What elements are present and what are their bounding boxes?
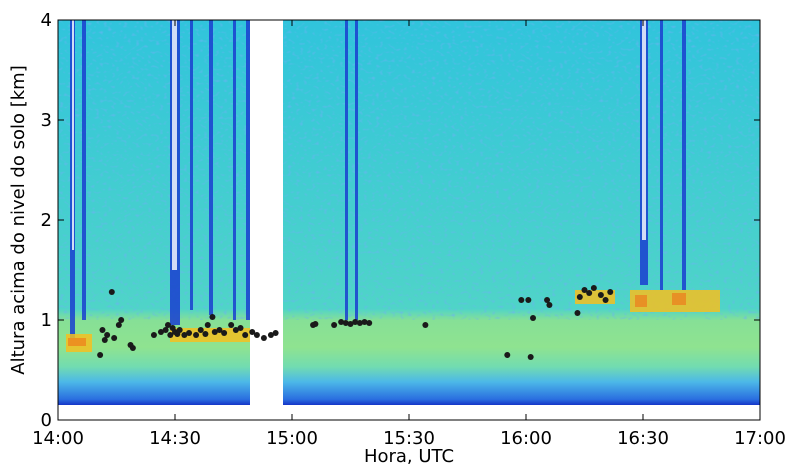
- x-tick-label: 16:00: [500, 428, 552, 449]
- cloud-base-point: [272, 330, 279, 336]
- x-tick-label: 16:30: [617, 428, 669, 449]
- cloud-base-point: [99, 327, 106, 333]
- cloud-base-point: [504, 352, 511, 358]
- cloud-base-point: [366, 320, 373, 326]
- cloud-base-point: [331, 322, 338, 328]
- cloud-base-point: [347, 321, 354, 327]
- cloud-base-point: [150, 332, 157, 338]
- cloud-base-point: [342, 320, 349, 326]
- backscatter-field: [58, 20, 760, 405]
- cloud-base-point: [228, 322, 235, 328]
- cloud-base-point: [97, 352, 104, 358]
- cloud-base-point: [232, 327, 239, 333]
- y-tick-label: 0: [41, 410, 52, 431]
- cloud-base-point: [118, 317, 125, 323]
- cloud-base-point: [115, 322, 122, 328]
- x-tick-label: 14:00: [32, 428, 84, 449]
- cloud-base-point: [544, 297, 551, 303]
- x-tick-label: 15:00: [266, 428, 318, 449]
- cloud-base-point: [607, 289, 614, 295]
- y-tick-label: 4: [41, 10, 52, 31]
- cloud-base-point: [181, 332, 188, 338]
- cloud-base-point: [249, 329, 256, 335]
- cloud-base-point: [586, 290, 593, 296]
- x-axis-label: Hora, UTC: [364, 446, 454, 467]
- cloud-base-point: [186, 330, 193, 336]
- cloud-base-point: [204, 322, 211, 328]
- y-tick-label: 2: [41, 210, 52, 231]
- cloud-base-point: [167, 332, 174, 338]
- cloud-base-point: [193, 332, 200, 338]
- cloud-base-point: [209, 314, 216, 320]
- x-tick-label: 17:00: [734, 428, 786, 449]
- cloud-base-point: [176, 327, 183, 333]
- cloud-base-point: [211, 329, 218, 335]
- cloud-base-point: [104, 332, 111, 338]
- cloud-base-point: [422, 322, 429, 328]
- y-axis-label: Altura acima do nivel do solo [km]: [8, 65, 29, 374]
- cloud-base-point: [590, 285, 597, 291]
- cloud-base-point: [352, 319, 359, 325]
- cloud-base-point: [237, 325, 244, 331]
- cloud-base-point: [597, 292, 604, 298]
- cloud-base-point: [602, 297, 609, 303]
- cloud-base-point: [260, 335, 267, 341]
- cloud-base-point: [162, 327, 169, 333]
- cloud-base-point: [111, 335, 118, 341]
- cloud-base-point: [267, 332, 274, 338]
- cloud-base-point: [338, 319, 345, 325]
- cloud-base-point: [576, 294, 583, 300]
- cloud-base-point: [581, 287, 588, 293]
- cloud-base-point: [546, 302, 553, 308]
- cloud-base-point: [574, 310, 581, 316]
- y-tick-label: 3: [41, 110, 52, 131]
- cloud-base-point: [197, 327, 204, 333]
- cloud-base-point: [518, 297, 525, 303]
- cloud-base-point: [356, 320, 363, 326]
- cloud-base-point: [312, 321, 319, 327]
- cloud-base-point: [527, 354, 534, 360]
- cloud-base-point: [242, 332, 249, 338]
- cloud-base-point: [253, 332, 260, 338]
- cloud-base-point: [108, 289, 115, 295]
- cloud-base-point: [101, 337, 108, 343]
- cloud-base-point: [164, 322, 171, 328]
- cloud-base-point: [129, 345, 136, 351]
- cloud-base-point: [530, 315, 537, 321]
- cloud-base-point: [216, 327, 223, 333]
- cloud-base-point: [221, 330, 228, 336]
- x-tick-label: 14:30: [149, 428, 201, 449]
- cloud-base-point: [202, 331, 209, 337]
- cloud-base-point: [525, 297, 532, 303]
- x-tick-label: 15:30: [383, 428, 435, 449]
- cloud-base-point: [157, 329, 164, 335]
- cloud-base-point: [361, 319, 368, 325]
- y-tick-label: 1: [41, 310, 52, 331]
